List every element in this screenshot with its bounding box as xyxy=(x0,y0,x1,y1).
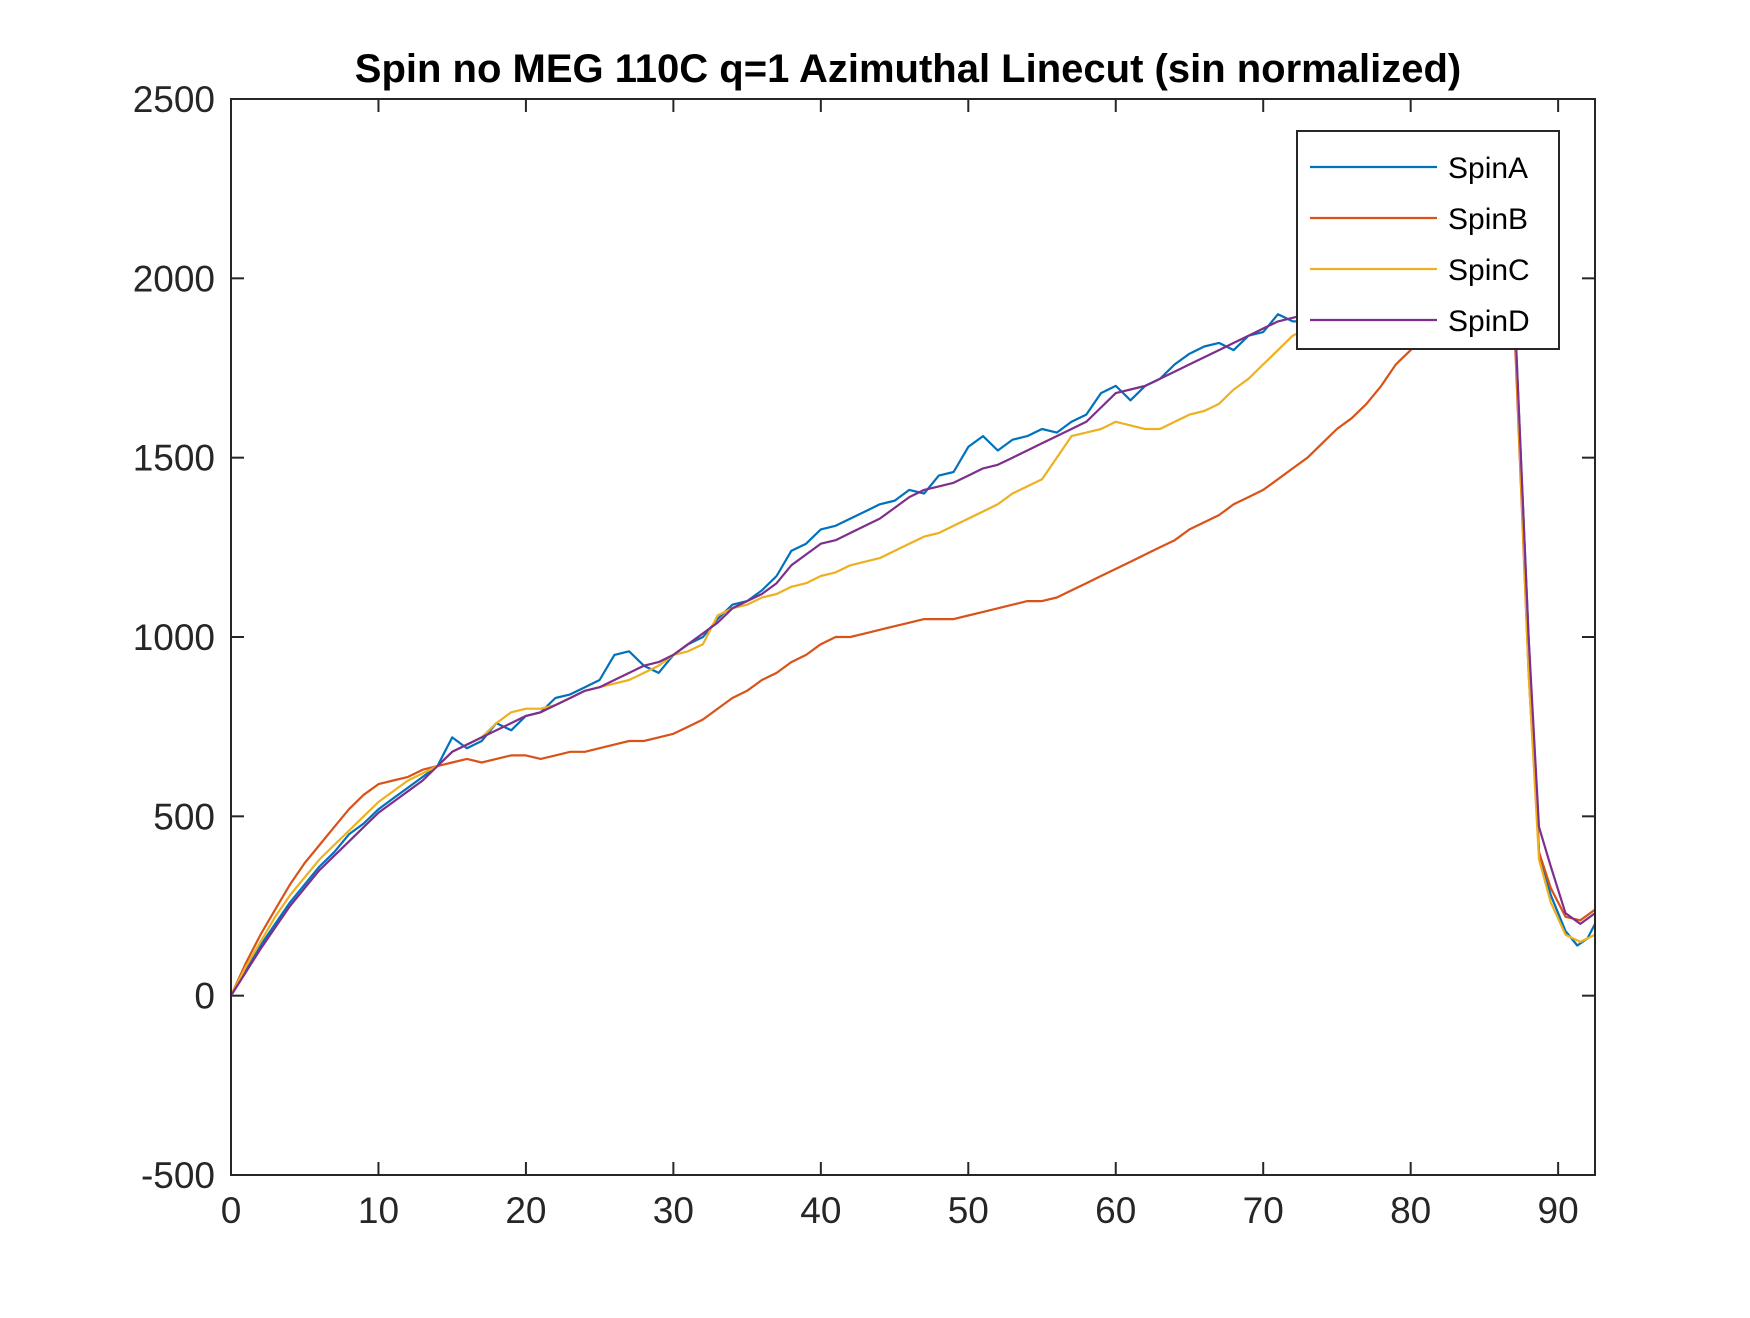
x-tick-label: 30 xyxy=(653,1190,694,1231)
y-tick-label: 0 xyxy=(194,976,215,1017)
x-tick-label: 40 xyxy=(800,1190,841,1231)
plot-frame xyxy=(230,98,1596,1176)
legend: SpinA SpinB SpinC SpinD xyxy=(1296,130,1560,350)
y-tick-label: 500 xyxy=(153,796,215,837)
legend-label-spind: SpinD xyxy=(1448,305,1530,338)
x-tick-label: 50 xyxy=(948,1190,989,1231)
legend-label-spina: SpinA xyxy=(1448,152,1528,185)
chart-title: Spin no MEG 110C q=1 Azimuthal Linecut (… xyxy=(355,47,1461,91)
x-tick-label: 20 xyxy=(505,1190,546,1231)
y-tick-label: 1500 xyxy=(133,438,215,479)
series-line-spinb xyxy=(229,295,1596,997)
tick-layer: 0 10 20 30 40 50 60 70 80 90-50005001000150020002… xyxy=(133,79,1595,1231)
y-tick-label: -500 xyxy=(141,1155,215,1196)
legend-entries: SpinA SpinB SpinC SpinD xyxy=(1310,152,1530,338)
legend-label-spinc: SpinC xyxy=(1448,254,1530,287)
x-tick-label: 10 xyxy=(358,1190,399,1231)
x-tick-label: 0 xyxy=(221,1190,242,1231)
y-tick-label: 1000 xyxy=(133,617,215,658)
y-tick-label: 2000 xyxy=(133,258,215,299)
x-tick-label: 70 xyxy=(1243,1190,1284,1231)
x-tick-label: 60 xyxy=(1095,1190,1136,1231)
x-tick-label: 80 xyxy=(1390,1190,1431,1231)
x-tick-label: 90 xyxy=(1538,1190,1579,1231)
y-tick-label: 2500 xyxy=(133,79,215,120)
legend-label-spinb: SpinB xyxy=(1448,203,1528,236)
